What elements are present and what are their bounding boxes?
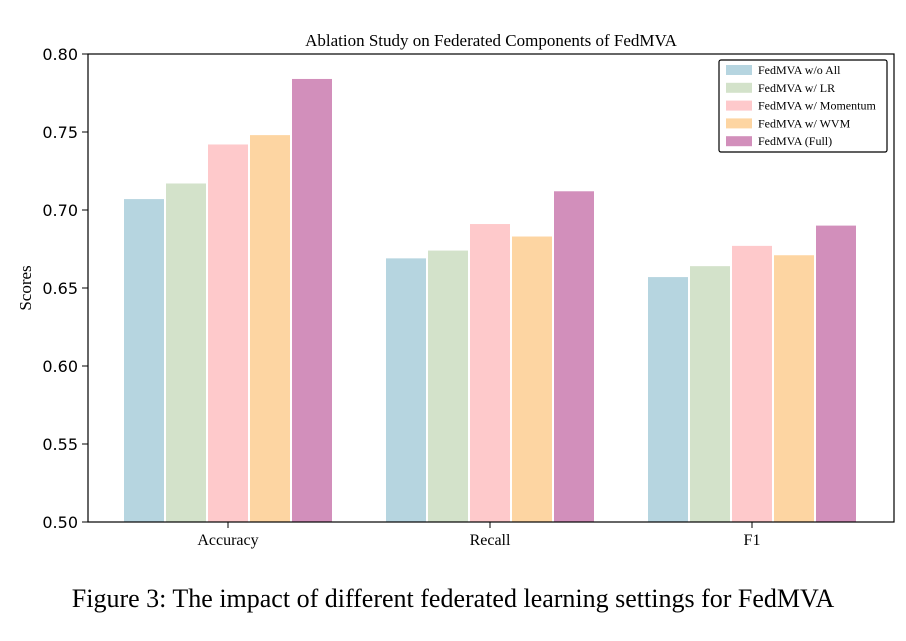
legend-label: FedMVA w/ Momentum: [758, 99, 876, 113]
bar-4-accuracy: [250, 135, 290, 522]
legend-swatch: [726, 100, 752, 111]
plot-frame: [87, 53, 895, 523]
bar-2-f1: [690, 266, 730, 522]
bars-layer: [124, 78, 856, 523]
bar-4-f1: [774, 255, 814, 523]
bar-chart: Ablation Study on Federated Components o…: [16, 31, 895, 549]
legend-label: FedMVA w/ LR: [758, 81, 835, 95]
legend-swatch: [726, 136, 752, 147]
bar-3-f1: [732, 245, 772, 522]
bar-3-recall: [470, 224, 510, 523]
x-tick-label: Recall: [470, 532, 511, 549]
y-tick-label: 0.60: [42, 357, 78, 376]
bar-2-accuracy: [166, 183, 206, 523]
legend: FedMVA w/o All FedMVA w/ LR FedMVA w/ Mome…: [718, 59, 888, 153]
bar-2-recall: [428, 250, 468, 522]
legend-label: FedMVA w/ WVM: [758, 116, 851, 130]
bar-5-recall: [554, 191, 594, 522]
chart-title: Ablation Study on Federated Components o…: [305, 31, 677, 50]
bar-5-f1: [816, 225, 856, 522]
legend-swatch: [726, 82, 752, 93]
x-ticks: Accuracy Recall F1: [197, 522, 760, 549]
y-ticks: 0.50 0.55 0.60 0.65 0.70 0.75 0.80: [42, 45, 88, 532]
bar-1-f1: [648, 277, 688, 522]
y-tick-label: 0.65: [42, 279, 78, 298]
x-tick-label: F1: [744, 532, 761, 549]
y-tick-label: 0.80: [42, 45, 78, 64]
figure-caption: Figure 3: The impact of different federa…: [71, 584, 835, 613]
bar-3-accuracy: [208, 144, 248, 523]
y-axis-label: Scores: [16, 265, 35, 310]
y-tick-label: 0.70: [42, 201, 78, 220]
bar-5-accuracy: [292, 78, 332, 523]
y-tick-label: 0.75: [42, 123, 78, 142]
bar-4-recall: [512, 236, 552, 522]
bar-1-recall: [386, 258, 426, 522]
legend-swatch: [726, 118, 752, 129]
legend-label: FedMVA w/o All: [758, 63, 841, 77]
legend-swatch: [726, 65, 752, 75]
y-tick-label: 0.50: [42, 513, 78, 532]
y-tick-label: 0.55: [42, 435, 78, 454]
x-tick-label: Accuracy: [197, 532, 258, 549]
legend-label: FedMVA (Full): [758, 134, 832, 148]
bar-1-accuracy: [124, 199, 164, 522]
legend-frame: [718, 59, 888, 153]
